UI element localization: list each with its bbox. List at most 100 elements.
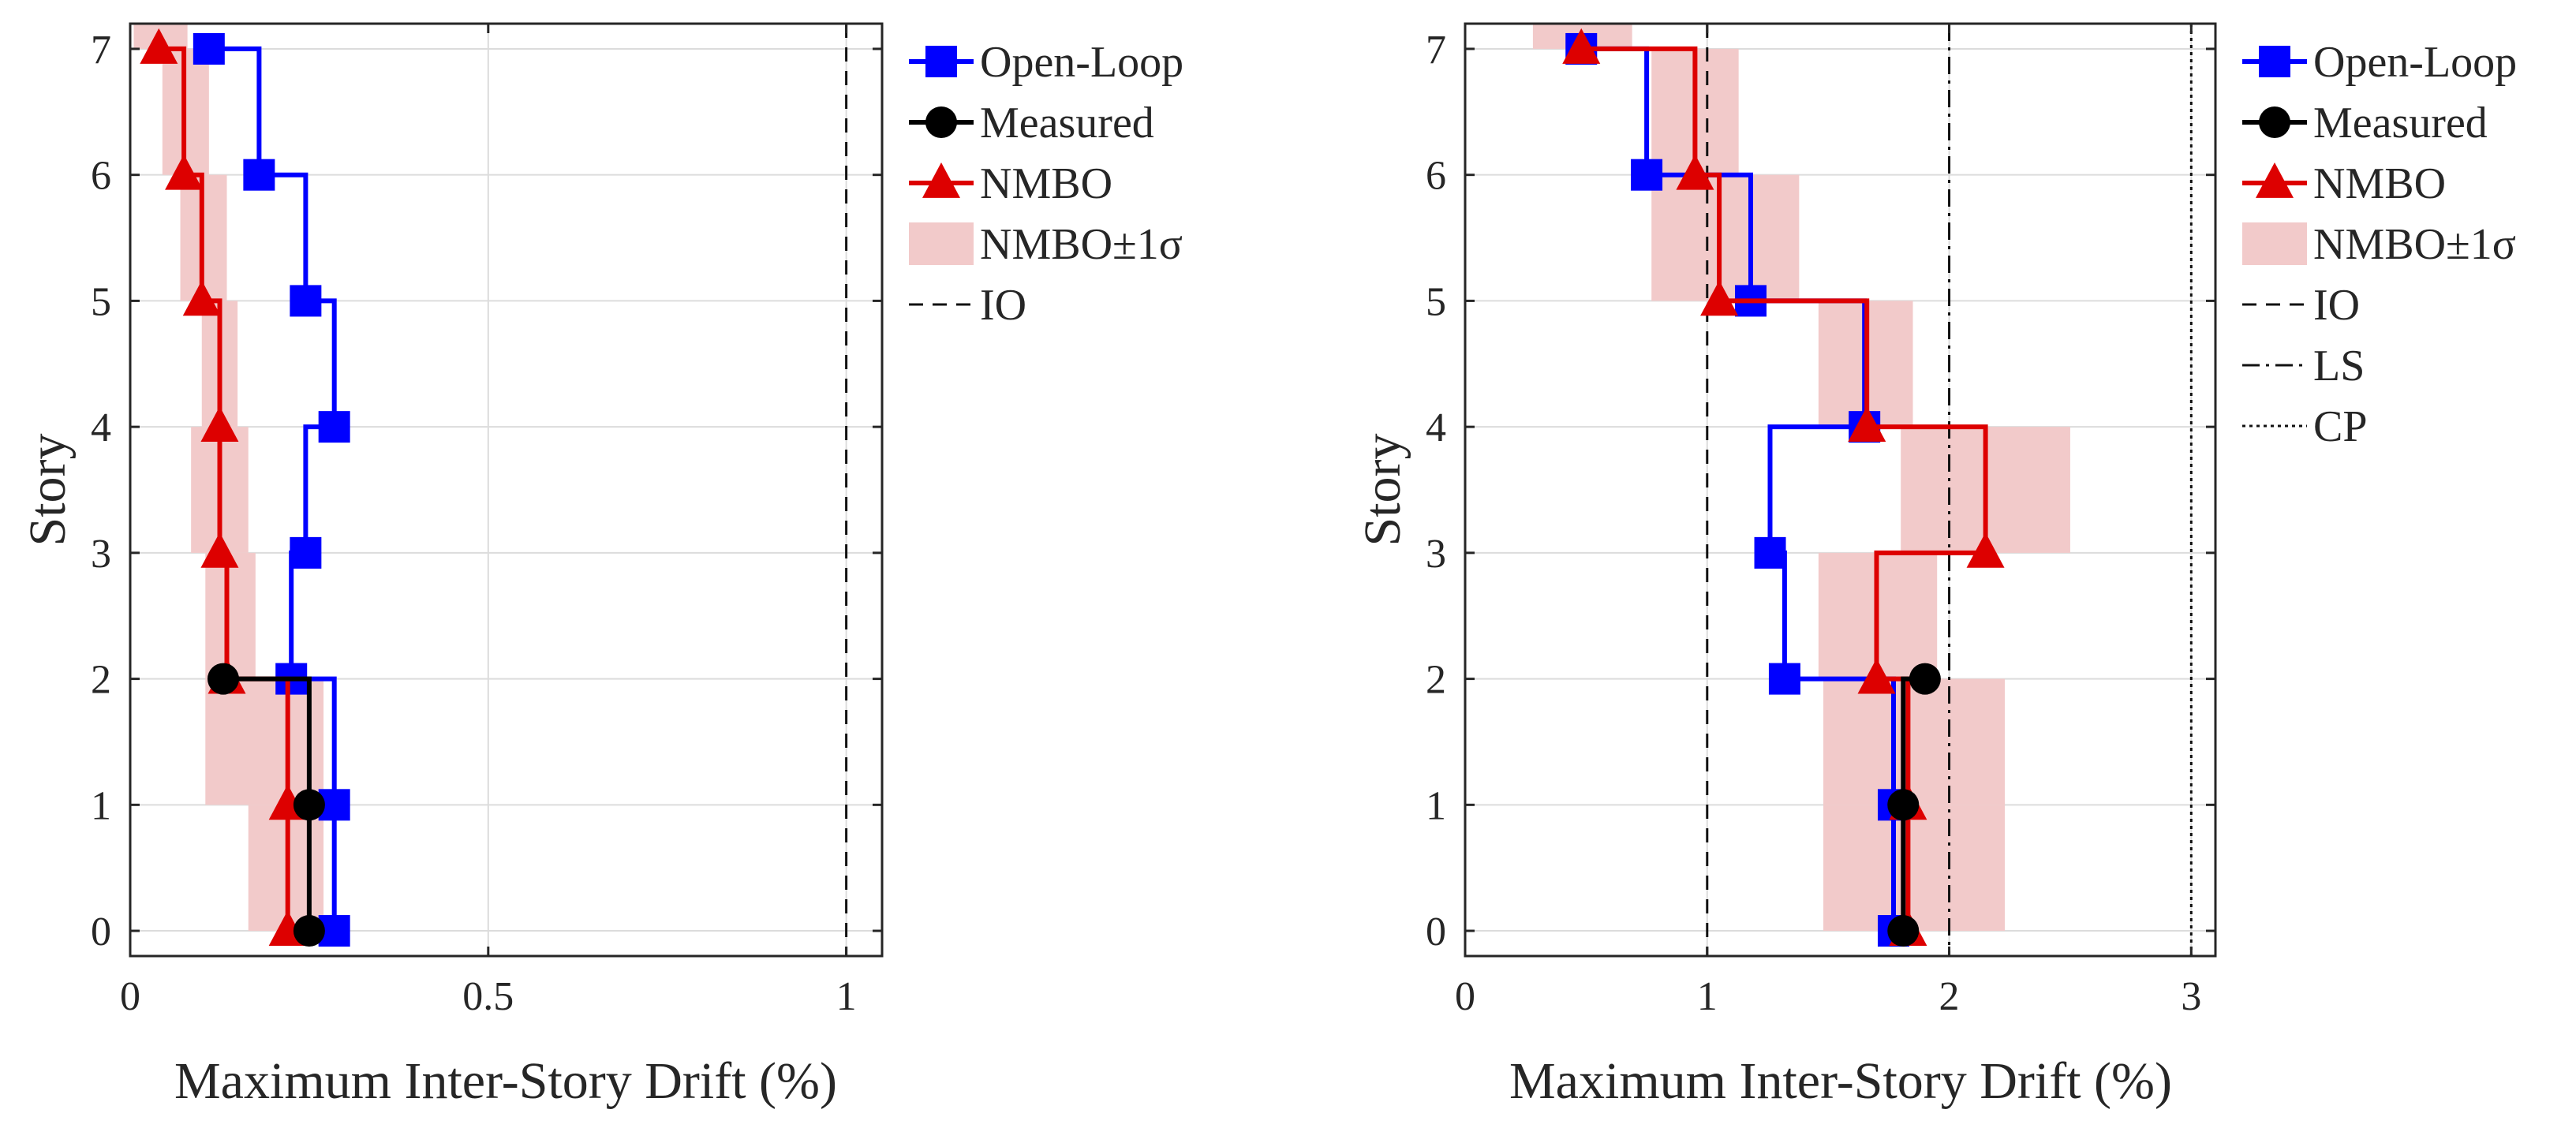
legend-label: LS	[2313, 342, 2365, 390]
x-tick-label: 0.5	[462, 974, 514, 1019]
square-marker	[243, 159, 275, 191]
y-axis-label: Story	[1354, 433, 1411, 546]
x-tick-label: 1	[1697, 974, 1718, 1019]
legend-entry: Open-Loop	[2242, 38, 2517, 87]
nmbo-band-rect	[1823, 805, 2006, 932]
legend-band-swatch	[909, 222, 974, 265]
series-measured	[1887, 663, 1941, 947]
square-marker	[290, 536, 322, 569]
circle-marker	[1887, 915, 1920, 947]
legend-label: IO	[2313, 281, 2360, 330]
y-tick-label: 4	[1426, 405, 1446, 450]
legend-entry: NMBO±1σ	[909, 220, 1183, 269]
y-tick-label: 1	[1426, 783, 1446, 828]
triangle-marker	[200, 532, 239, 568]
legend: Open-Loop Measured NMBO NMBO±1σ IO	[909, 38, 1183, 330]
legend-entry: IO	[909, 281, 1026, 330]
legend-entry: Open-Loop	[909, 38, 1183, 87]
chart-panel-1: 0 0.5 1 0 1 2 3 4 5 6 7 Maximum Inter-Story Drift (…	[19, 22, 1183, 1110]
legend-triangle-marker	[922, 162, 960, 198]
y-tick-label: 7	[1426, 28, 1446, 73]
legend-square-marker	[925, 46, 957, 77]
legend-label: Open-Loop	[2313, 38, 2517, 87]
square-marker	[1768, 663, 1800, 695]
legend-label: NMBO	[2313, 159, 2446, 208]
triangle-marker	[182, 280, 221, 316]
nmbo-band-rect	[1823, 678, 2006, 805]
circle-marker	[1909, 663, 1941, 695]
x-axis-label: Maximum Inter-Story Drift (%)	[174, 1052, 837, 1110]
axes-box	[1464, 22, 2217, 958]
triangle-marker	[1700, 280, 1739, 316]
triangle-marker	[1562, 28, 1601, 64]
triangle-marker	[1857, 658, 1896, 694]
legend-entry: NMBO	[909, 159, 1112, 208]
legend-label: NMBO±1σ	[2313, 220, 2516, 269]
square-marker	[318, 411, 350, 443]
chart-panel-2: 0 1 2 3 0 1 2 3 4 5 6 7 Maximum Inter-Story Drift (%…	[1354, 22, 2517, 1110]
legend-entry: NMBO	[2242, 159, 2446, 208]
triangle-marker	[1966, 532, 2005, 568]
x-tick-label: 0	[120, 974, 140, 1019]
legend-entry: LS	[2242, 342, 2365, 390]
triangle-marker	[1848, 406, 1886, 443]
legend-circle-marker	[925, 106, 957, 138]
triangle-marker	[1676, 154, 1714, 190]
y-tick-label: 2	[1426, 658, 1446, 703]
y-tick-label: 5	[91, 279, 111, 324]
triangle-marker	[200, 406, 239, 443]
legend-label: CP	[2313, 402, 2368, 451]
x-tick-label: 0	[1455, 974, 1475, 1019]
square-marker	[193, 32, 225, 65]
x-tick-label: 3	[2181, 974, 2201, 1019]
y-tick-label: 3	[91, 532, 111, 577]
triangle-marker	[140, 28, 178, 64]
legend-label: NMBO±1σ	[980, 220, 1183, 269]
legend-triangle-marker	[2256, 162, 2294, 198]
circle-marker	[207, 663, 239, 695]
y-tick-label: 6	[1426, 154, 1446, 199]
nmbo-band-rect	[1651, 174, 1800, 301]
legend-band-swatch	[2242, 222, 2307, 265]
y-tick-label: 2	[91, 658, 111, 703]
y-tick-label: 4	[91, 405, 111, 450]
series-measured	[207, 663, 325, 947]
series-line	[223, 676, 312, 932]
nmbo-band-rect	[205, 678, 324, 805]
triangle-marker	[165, 154, 204, 190]
legend-label: Measured	[980, 99, 1154, 148]
circle-marker	[293, 789, 325, 821]
legend-label: IO	[980, 281, 1026, 330]
legend-entry: CP	[2242, 402, 2368, 451]
axes-box	[129, 22, 884, 958]
nmbo-band-rect	[205, 552, 256, 679]
square-marker	[1631, 159, 1663, 191]
legend-entry: Measured	[2242, 99, 2488, 148]
square-marker	[290, 285, 322, 317]
y-tick-label: 1	[91, 783, 111, 828]
legend-label: Open-Loop	[980, 38, 1183, 87]
legend-label: NMBO	[980, 159, 1112, 208]
legend: Open-Loop Measured NMBO NMBO±1σ IO LS CP	[2242, 38, 2517, 451]
y-tick-label: 0	[1426, 909, 1446, 954]
legend-square-marker	[2259, 46, 2290, 77]
plot-area	[133, 24, 848, 956]
y-tick-label: 3	[1426, 532, 1446, 577]
circle-marker	[293, 915, 325, 947]
square-marker	[1754, 536, 1786, 569]
legend-circle-marker	[2259, 106, 2290, 138]
plot-area	[1532, 24, 2193, 956]
y-tick-label: 0	[91, 909, 111, 954]
legend-entry: NMBO±1σ	[2242, 220, 2516, 269]
legend-entry: Measured	[909, 99, 1154, 148]
x-axis-label: Maximum Inter-Story Drift (%)	[1509, 1052, 2172, 1110]
y-axis-label: Story	[19, 433, 77, 546]
x-tick-label: 1	[836, 974, 857, 1019]
x-tick-label: 2	[1939, 974, 1960, 1019]
y-tick-label: 7	[91, 28, 111, 73]
legend-entry: IO	[2242, 281, 2360, 330]
legend-label: Measured	[2313, 99, 2488, 148]
circle-marker	[1887, 789, 1920, 821]
y-tick-label: 5	[1426, 279, 1446, 324]
